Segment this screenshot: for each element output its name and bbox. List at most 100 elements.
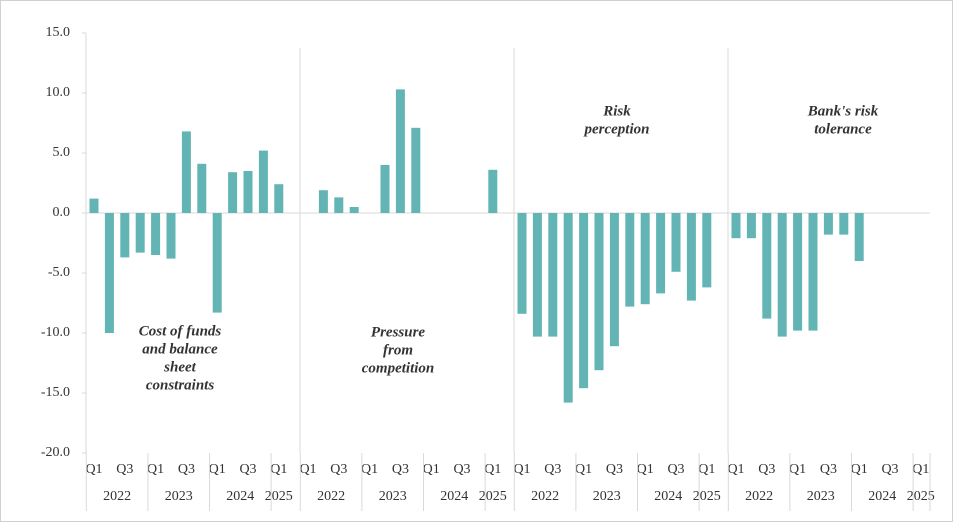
year-label: 2023 (593, 489, 621, 504)
x-tick-label: Q3 (330, 462, 347, 477)
bar (548, 213, 558, 337)
bar (395, 89, 405, 213)
x-tick-label: Q3 (239, 462, 256, 477)
x-tick-label: Q1 (147, 462, 164, 477)
bar (793, 213, 803, 331)
annotation: tolerance (814, 121, 872, 137)
bar (671, 213, 681, 272)
bar (488, 169, 498, 213)
year-label: 2023 (807, 489, 835, 504)
year-label: 2022 (745, 489, 773, 504)
year-label: 2024 (226, 489, 254, 504)
year-label: 2022 (103, 489, 131, 504)
x-tick-label: Q1 (575, 462, 592, 477)
bar (762, 213, 772, 319)
bar (854, 213, 864, 261)
bar (334, 197, 344, 213)
bar (212, 213, 222, 313)
x-tick-label: Q3 (544, 462, 561, 477)
year-label: 2023 (379, 489, 407, 504)
bar (579, 213, 589, 389)
year-label: 2025 (693, 489, 721, 504)
bar (686, 213, 696, 301)
x-tick-label: Q1 (789, 462, 806, 477)
bar (746, 213, 756, 239)
bar (181, 131, 191, 213)
y-tick-label: 0.0 (53, 205, 71, 220)
x-tick-label: Q1 (637, 462, 654, 477)
x-tick-label: Q1 (851, 462, 868, 477)
x-tick-label: Q1 (85, 462, 102, 477)
bar (823, 213, 833, 235)
year-label: 2024 (440, 489, 468, 504)
x-tick-label: Q3 (116, 462, 133, 477)
bar (318, 190, 328, 213)
year-label: 2025 (479, 489, 507, 504)
y-tick-label: -10.0 (41, 325, 70, 340)
x-tick-label: Q3 (606, 462, 623, 477)
bar (135, 213, 145, 253)
x-tick-label: Q1 (727, 462, 744, 477)
x-tick-label: Q3 (881, 462, 898, 477)
year-label: 2025 (265, 489, 293, 504)
bar (517, 213, 527, 314)
year-label: 2024 (654, 489, 682, 504)
annotation: Pressure (371, 324, 426, 340)
y-tick-label: -20.0 (41, 445, 70, 460)
annotation: Cost of funds (139, 323, 222, 339)
bar (808, 213, 818, 331)
bar (243, 171, 253, 213)
x-tick-label: Q3 (453, 462, 470, 477)
bar (274, 184, 284, 213)
y-tick-label: 10.0 (46, 85, 71, 100)
bar (563, 213, 573, 403)
x-tick-label: Q1 (513, 462, 530, 477)
annotation: competition (362, 360, 435, 376)
bar (228, 172, 238, 213)
annotation: and balance (142, 341, 218, 357)
year-label: 2022 (317, 489, 345, 504)
x-tick-label: Q1 (361, 462, 378, 477)
x-tick-label: Q3 (758, 462, 775, 477)
bar (120, 213, 130, 258)
annotation: perception (583, 121, 650, 137)
bar (609, 213, 619, 347)
bar (640, 213, 650, 305)
annotation: constraints (146, 377, 215, 393)
bar (349, 207, 359, 213)
annotation: sheet (163, 359, 196, 375)
x-tick-label: Q1 (209, 462, 226, 477)
bar (197, 163, 207, 213)
annotation: Bank's risk (807, 103, 879, 119)
annotation: from (383, 342, 413, 358)
y-tick-label: 15.0 (46, 25, 71, 40)
x-tick-label: Q1 (484, 462, 501, 477)
y-tick-label: 5.0 (53, 145, 71, 160)
bar (104, 213, 114, 333)
annotation: Risk (602, 103, 631, 119)
y-tick-label: -15.0 (41, 385, 70, 400)
bar (258, 150, 268, 213)
bar (702, 213, 712, 288)
bar (166, 213, 176, 259)
year-label: 2023 (165, 489, 193, 504)
bar (151, 213, 161, 255)
year-label: 2025 (907, 489, 935, 504)
x-tick-label: Q1 (912, 462, 929, 477)
x-tick-label: Q1 (423, 462, 440, 477)
x-tick-label: Q3 (178, 462, 195, 477)
bar (380, 165, 390, 213)
x-tick-label: Q1 (698, 462, 715, 477)
bar (777, 213, 787, 337)
x-tick-label: Q1 (299, 462, 316, 477)
bar (656, 213, 666, 294)
bar (731, 213, 741, 239)
x-tick-label: Q1 (270, 462, 287, 477)
bar (411, 127, 421, 213)
bar (625, 213, 635, 307)
year-label: 2024 (868, 489, 896, 504)
x-tick-label: Q3 (667, 462, 684, 477)
x-tick-label: Q3 (392, 462, 409, 477)
year-label: 2022 (531, 489, 559, 504)
